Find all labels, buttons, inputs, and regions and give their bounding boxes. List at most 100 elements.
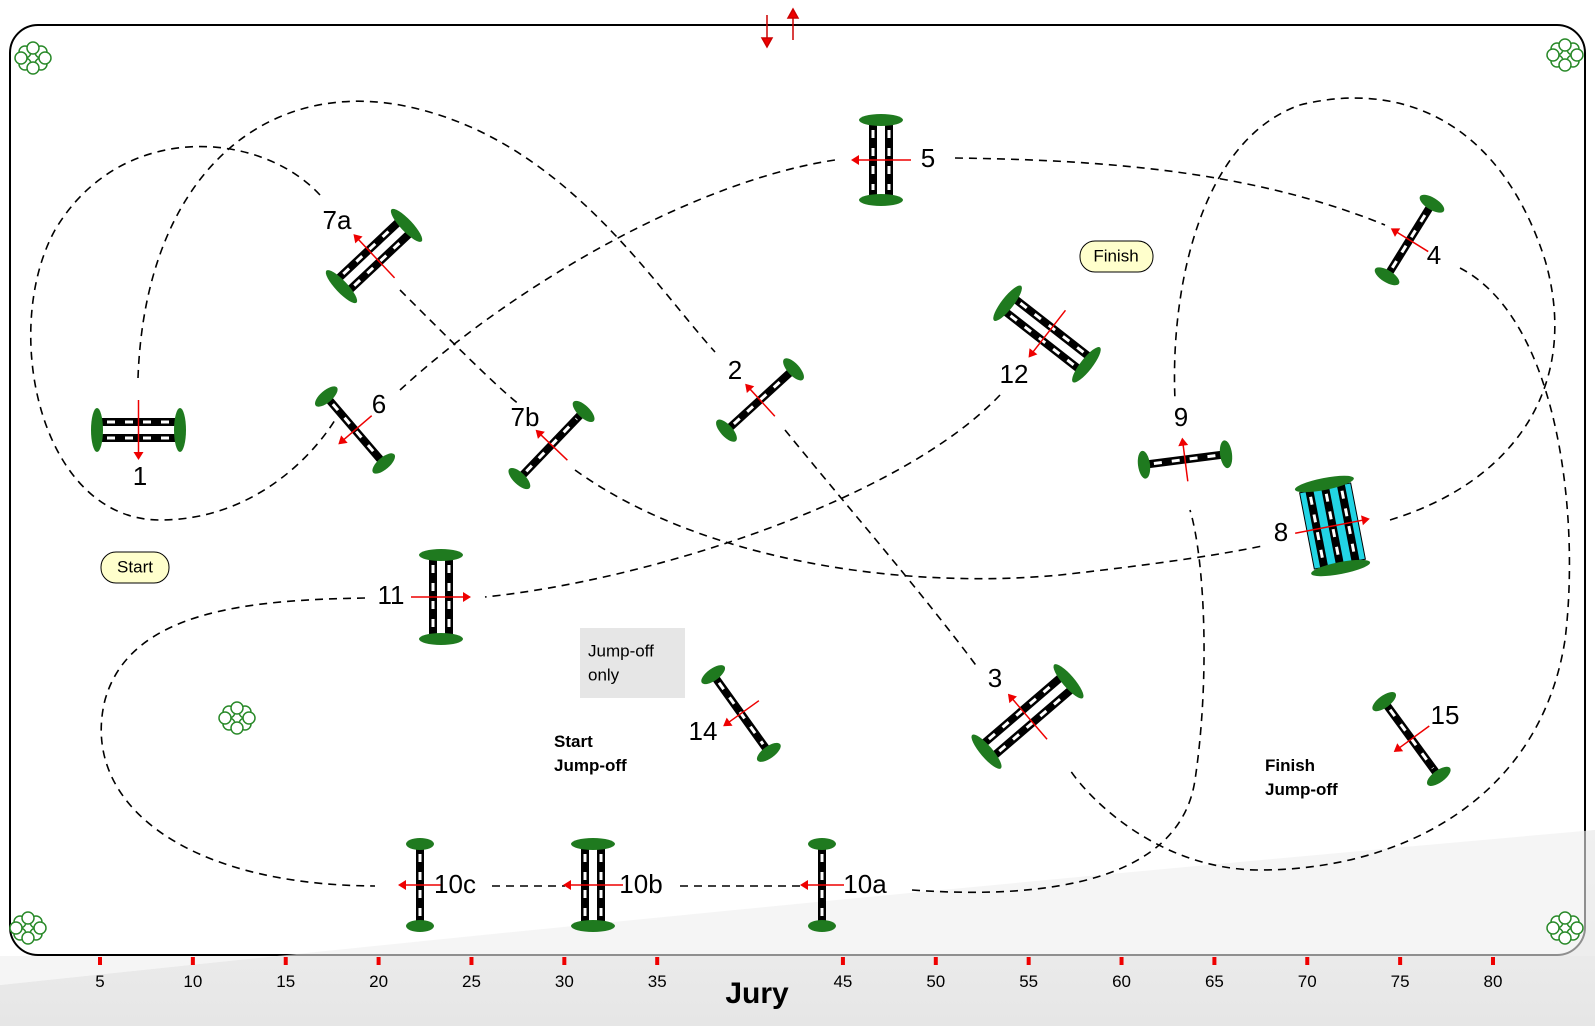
- rail-stripe: [342, 225, 395, 276]
- scale-label: 60: [1112, 972, 1131, 991]
- start-jump-off-label: Start: [554, 732, 593, 751]
- rail-stripe: [1324, 493, 1341, 559]
- direction-arrow-head: [1028, 348, 1038, 358]
- scale-label: 20: [369, 972, 388, 991]
- direction-arrow: [1182, 443, 1189, 482]
- rail-stripe: [1340, 490, 1356, 556]
- direction-arrow-head: [745, 383, 755, 394]
- tree-leaf: [38, 51, 52, 65]
- tree-leaf: [230, 721, 244, 735]
- jump-number: 6: [372, 389, 386, 419]
- tree-leaf: [21, 931, 35, 945]
- tree-leaf: [14, 51, 28, 65]
- stand: [406, 920, 434, 932]
- jump: [716, 358, 804, 442]
- scale-label: 70: [1298, 972, 1317, 991]
- jump: [1137, 437, 1233, 482]
- stand: [808, 838, 836, 850]
- stand: [419, 549, 463, 561]
- stand: [756, 742, 781, 762]
- scale-label: 75: [1391, 972, 1410, 991]
- scale-label: 25: [462, 972, 481, 991]
- direction-arrow: [539, 433, 568, 461]
- jump-number: 8: [1274, 517, 1288, 547]
- scale-label: 15: [276, 972, 295, 991]
- background-band: [0, 830, 1595, 985]
- stand: [1372, 692, 1397, 712]
- stand: [1311, 559, 1371, 577]
- jump-number: 9: [1174, 402, 1188, 432]
- tree: [9, 911, 47, 945]
- stand: [508, 467, 531, 490]
- tree: [1546, 911, 1584, 945]
- tree: [14, 41, 52, 75]
- direction-arrow-head: [723, 717, 733, 727]
- route: [29, 97, 1571, 894]
- stand: [419, 633, 463, 645]
- stand: [1072, 347, 1101, 383]
- jump-number: 10c: [434, 869, 476, 899]
- jump-off-only-label: Jump-off: [588, 641, 654, 660]
- tree-leaf: [26, 61, 40, 75]
- direction-arrow-head: [1178, 437, 1189, 447]
- jump-number: 15: [1431, 700, 1460, 730]
- stand: [716, 419, 737, 442]
- direction-arrow-head: [1393, 743, 1404, 752]
- tree-leaf: [26, 41, 40, 55]
- jump-number: 1: [133, 461, 147, 491]
- direction-arrow: [1295, 519, 1365, 534]
- entry-arrows: [760, 7, 800, 49]
- stand: [390, 208, 423, 242]
- rail-stripe: [732, 374, 788, 426]
- jump: [563, 838, 623, 932]
- direction-arrow-head: [1361, 515, 1370, 526]
- rail-stripe: [1309, 496, 1325, 562]
- stand: [91, 408, 103, 452]
- stand: [1137, 450, 1151, 479]
- stand: [372, 453, 396, 474]
- stand: [859, 194, 903, 206]
- jump-number: 12: [1000, 359, 1029, 389]
- rail-stripe: [331, 403, 379, 457]
- jump: [398, 838, 442, 932]
- direction-arrow: [748, 387, 776, 417]
- jury-label: Jury: [725, 977, 789, 1010]
- jump-number: 14: [689, 716, 718, 746]
- direction-arrow: [357, 238, 396, 279]
- direction-arrow-head: [800, 880, 808, 890]
- tree-leaf: [1558, 58, 1572, 72]
- stand: [1053, 664, 1084, 699]
- direction-arrow-head: [463, 592, 471, 602]
- direction-arrow-head: [851, 155, 859, 165]
- direction-arrow: [342, 415, 373, 441]
- jump-number: 7b: [511, 402, 540, 432]
- stand: [971, 734, 1002, 769]
- jump: [411, 549, 471, 645]
- stand: [1219, 440, 1233, 469]
- tree-leaf: [1570, 921, 1584, 935]
- stand: [808, 920, 836, 932]
- tree-leaf: [1558, 931, 1572, 945]
- tree-leaf: [1570, 48, 1584, 62]
- tree-leaf: [1546, 48, 1560, 62]
- direction-arrow: [1031, 309, 1067, 354]
- jump: [1372, 692, 1451, 786]
- start-label: Start: [117, 557, 153, 576]
- scale-label: 50: [926, 972, 945, 991]
- direction-arrow-head: [535, 429, 545, 439]
- scale-label: 10: [183, 972, 202, 991]
- rail-stripe: [998, 692, 1068, 753]
- jump-number: 3: [988, 663, 1002, 693]
- jump: [91, 400, 186, 460]
- direction-arrow-head: [1390, 228, 1401, 237]
- stand: [325, 270, 358, 304]
- direction-arrow-head: [1007, 693, 1017, 704]
- tree-leaf: [33, 921, 47, 935]
- jump: [1294, 475, 1371, 577]
- direction-arrow: [727, 700, 760, 724]
- scale-label: 80: [1484, 972, 1503, 991]
- stand: [1294, 475, 1354, 493]
- finish-jump-off-label: Finish: [1265, 756, 1315, 775]
- jump: [314, 386, 396, 474]
